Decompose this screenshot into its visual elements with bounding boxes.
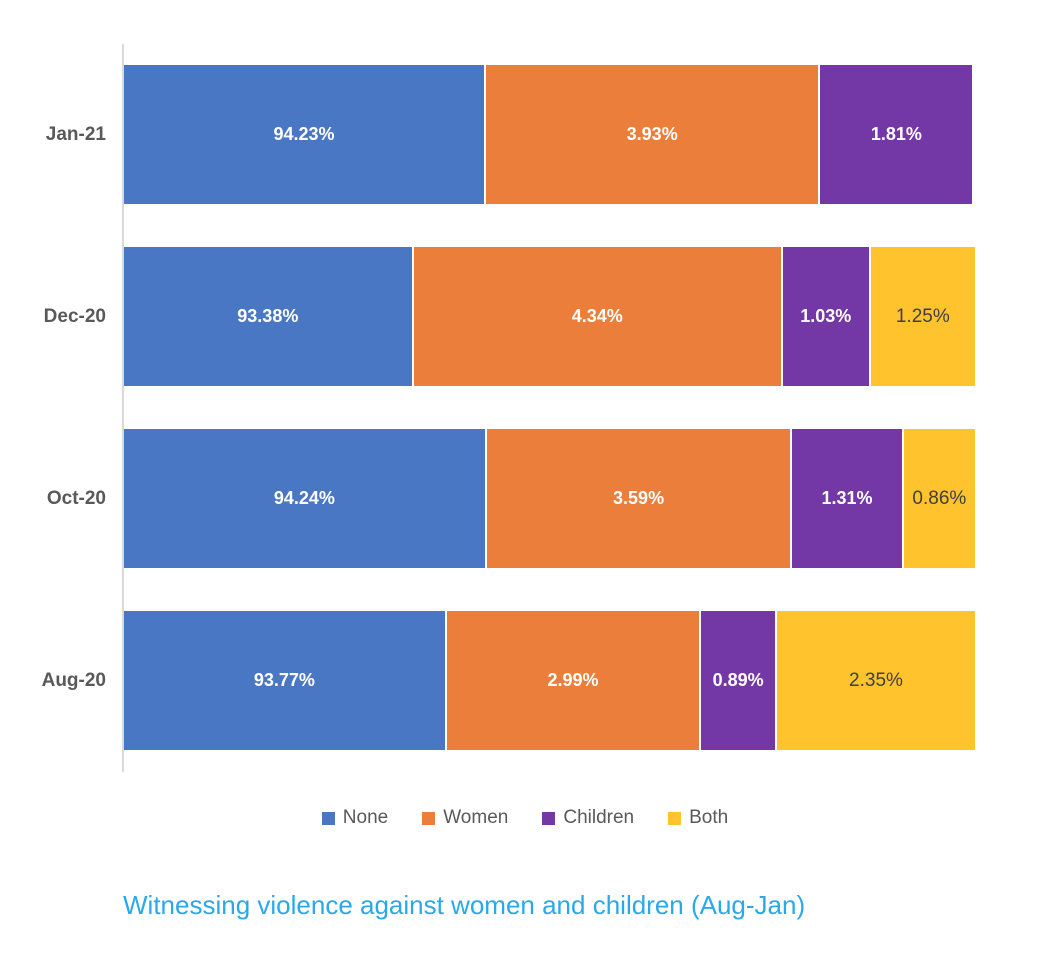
bar-row-jan-21: 94.23% 3.93% 1.81% bbox=[124, 65, 975, 204]
legend-swatch-icon bbox=[321, 811, 335, 825]
bar-segment-children: 1.03% bbox=[780, 247, 869, 386]
category-label-aug-20: Aug-20 bbox=[41, 669, 106, 691]
bar-segment-women: 3.59% bbox=[484, 429, 791, 568]
value-label: 0.86% bbox=[912, 487, 967, 509]
value-label: 1.31% bbox=[821, 488, 873, 508]
bar-segment-children: 1.81% bbox=[818, 65, 973, 204]
bar-segment-women: 4.34% bbox=[411, 247, 781, 386]
value-label: 3.93% bbox=[626, 124, 678, 144]
legend-item-both: Both bbox=[668, 806, 728, 830]
legend-item-women: Women bbox=[422, 806, 508, 830]
value-label: 2.35% bbox=[849, 669, 903, 691]
chart-title: Witnessing violence against women and ch… bbox=[123, 890, 806, 920]
bar-segment-both: 0.86% bbox=[901, 429, 975, 568]
bar-segment-none: 93.38% bbox=[124, 247, 412, 386]
category-label-oct-20: Oct-20 bbox=[46, 487, 106, 509]
legend-label: None bbox=[342, 807, 389, 828]
category-axis-labels: Jan-21 Dec-20 Oct-20 Aug-20 bbox=[0, 44, 106, 772]
legend-item-children: Children bbox=[542, 806, 634, 830]
bar-segment-women: 3.93% bbox=[483, 65, 819, 204]
value-label: 94.24% bbox=[273, 488, 335, 508]
legend-swatch-icon bbox=[422, 811, 436, 825]
y-axis-line bbox=[122, 44, 124, 772]
legend: None Women Children Both bbox=[0, 806, 1050, 830]
legend-swatch-icon bbox=[542, 811, 556, 825]
category-label-jan-21: Jan-21 bbox=[45, 123, 106, 145]
value-label: 1.25% bbox=[895, 305, 950, 327]
bar-segment-none: 93.77% bbox=[124, 611, 445, 750]
value-label: 1.03% bbox=[800, 306, 852, 326]
value-label: 1.81% bbox=[870, 124, 922, 144]
bar-segment-both: 2.35% bbox=[774, 611, 975, 750]
bar-segment-children: 0.89% bbox=[699, 611, 775, 750]
value-label: 3.59% bbox=[613, 488, 665, 508]
plot-area: 94.23% 3.93% 1.81% 93.38% 4.34% 1.03% 1.25% 94.… bbox=[124, 44, 975, 772]
legend-label: Children bbox=[563, 807, 635, 828]
bar-row-dec-20: 93.38% 4.34% 1.03% 1.25% bbox=[124, 247, 975, 386]
legend-swatch-icon bbox=[668, 811, 682, 825]
bar-segment-women: 2.99% bbox=[444, 611, 700, 750]
bar-segment-none: 94.23% bbox=[124, 65, 484, 204]
value-label: 93.38% bbox=[237, 306, 299, 326]
bar-segment-both: 1.25% bbox=[868, 247, 975, 386]
value-label: 4.34% bbox=[571, 306, 623, 326]
bar-segment-children: 1.31% bbox=[790, 429, 902, 568]
value-label: 2.99% bbox=[547, 670, 599, 690]
bar-row-aug-20: 93.77% 2.99% 0.89% 2.35% bbox=[124, 611, 975, 750]
category-label-dec-20: Dec-20 bbox=[43, 305, 106, 327]
bar-segment-none: 94.24% bbox=[124, 429, 485, 568]
legend-label: Women bbox=[443, 807, 509, 828]
value-label: 94.23% bbox=[273, 124, 335, 144]
legend-item-none: None bbox=[321, 806, 389, 830]
bar-row-oct-20: 94.24% 3.59% 1.31% 0.86% bbox=[124, 429, 975, 568]
value-label: 93.77% bbox=[253, 670, 315, 690]
legend-label: Both bbox=[689, 807, 729, 828]
value-label: 0.89% bbox=[712, 670, 764, 690]
